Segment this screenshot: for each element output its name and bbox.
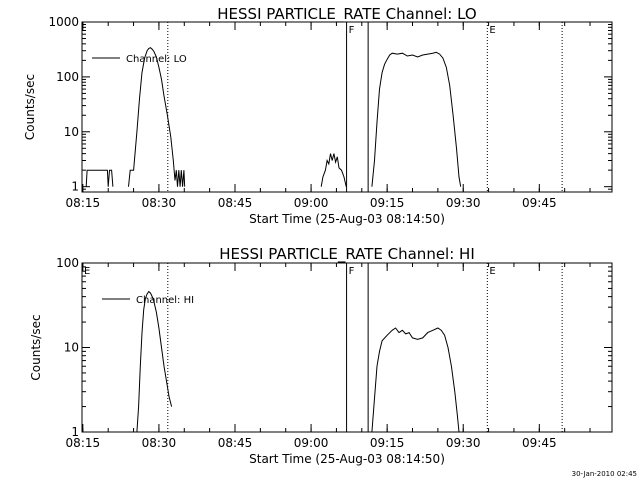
x-tick-label: 09:15 [370,436,405,450]
footer-timestamp: 30-Jan-2010 02:45 [572,470,637,478]
x-tick-label: 09:30 [446,196,481,210]
y-axis-label: Counts/sec [29,314,43,380]
event-marker-label: F [349,25,355,36]
x-tick-label: 08:15 [66,196,101,210]
x-tick-label: 09:15 [370,196,405,210]
y-tick-label: 100 [56,256,79,270]
series-line [85,169,114,187]
x-tick-label: 09:45 [522,436,557,450]
series-line [320,153,347,187]
x-tick-label: 08:30 [142,196,177,210]
x-tick-label: 09:00 [294,436,329,450]
y-tick-label: 10 [64,341,79,355]
chart-title: HESSI PARTICLE_RATE Channel: LO [217,5,476,24]
event-marker-label: F [349,266,355,277]
x-tick-label: 08:15 [66,436,101,450]
panel-hi: HESSI PARTICLE_RATE Channel: HI Counts/se… [29,245,613,466]
x-axis-label: Start Time (25-Aug-03 08:14:50) [249,212,445,226]
x-tick-label: 08:30 [142,436,177,450]
x-tick-label: 08:45 [218,196,253,210]
y-axis-label: Counts/sec [23,74,37,140]
y-tick-label: 10 [64,125,79,139]
x-axis-label: Start Time (25-Aug-03 08:14:50) [249,452,445,466]
series-line [371,51,462,187]
legend-label: Channel: LO [126,54,187,65]
event-marker-label: E [489,25,495,36]
legend-label: Channel: HI [136,295,194,306]
x-tick-label: 09:45 [522,196,557,210]
panel-lo: HESSI PARTICLE_RATE Channel: LO Counts/se… [23,5,613,226]
x-tick-label: 08:45 [218,436,253,450]
series-line [371,327,460,433]
event-marker-label: E [489,266,495,277]
chart-title: HESSI PARTICLE_RATE Channel: HI [219,245,475,264]
x-tick-label: 09:30 [446,436,481,450]
x-tick-label: 09:00 [294,196,329,210]
y-tick-label: 1 [71,180,79,194]
series-line [136,290,173,433]
event-marker-label: E [84,266,90,277]
y-tick-label: 1 [71,425,79,439]
y-tick-label: 100 [56,70,79,84]
y-tick-label: 1000 [48,15,79,29]
series-line [128,47,186,187]
